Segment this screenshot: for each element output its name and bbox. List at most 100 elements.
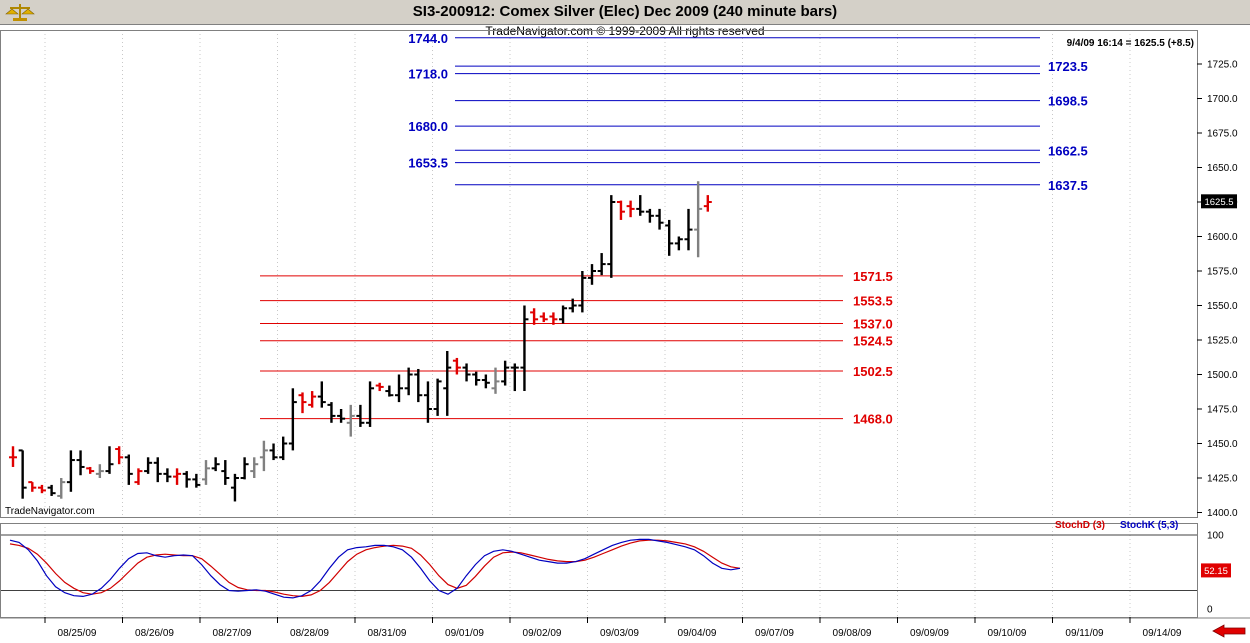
ohlc-bar (510, 363, 519, 392)
ohlc-bar (308, 391, 317, 408)
ohlc-bar (462, 363, 471, 382)
ohlc-bar (105, 446, 114, 474)
red-level-label: 1537.0 (853, 316, 893, 331)
ohlc-bar (385, 385, 394, 397)
ohlc-bar (86, 466, 95, 474)
date-tick-label: 09/11/09 (1065, 628, 1104, 639)
ohlc-bar (655, 208, 664, 230)
ohlc-bar (578, 271, 587, 313)
ohlc-bar (95, 464, 104, 478)
ohlc-bar (539, 312, 548, 323)
date-tick-label: 08/31/09 (368, 628, 407, 639)
date-tick-label: 09/08/09 (833, 628, 872, 639)
price-tick-label: 1700.0 (1207, 94, 1238, 105)
ohlc-bar (288, 388, 297, 451)
ohlc-bar (665, 219, 674, 256)
price-tick-label: 1400.0 (1207, 508, 1238, 519)
ohlc-bar (520, 305, 529, 392)
price-panel-frame (0, 30, 1198, 518)
price-tick-label: 1600.0 (1207, 232, 1238, 243)
ohlc-bar (433, 378, 442, 416)
last-price-label: 1625.5 (1204, 197, 1233, 208)
ohlc-bar (645, 208, 654, 223)
stoch-tick-label: 100 (1207, 531, 1224, 542)
ohlc-bar (57, 478, 66, 499)
price-readout: 9/4/09 16:14 = 1625.5 (+8.5) (1066, 38, 1194, 49)
ohlc-bar (259, 440, 268, 472)
ohlc-bar (452, 357, 461, 375)
ohlc-bar (703, 195, 712, 212)
blue-level-label: 1718.0 (408, 67, 448, 82)
last-price-tag (1201, 194, 1237, 209)
date-tick-label: 09/07/09 (755, 628, 794, 639)
ohlc-bar (481, 374, 490, 389)
blue-level-label: 1662.5 (1048, 143, 1088, 158)
ohlc-bar (423, 381, 432, 423)
price-tick-label: 1450.0 (1207, 439, 1238, 450)
date-tick-label: 09/02/09 (523, 628, 562, 639)
price-tick-label: 1675.0 (1207, 129, 1238, 140)
ohlc-bar (674, 236, 683, 251)
ohlc-bar (443, 351, 452, 416)
ohlc-bar (501, 360, 510, 386)
red-left-arrow-icon[interactable] (1212, 624, 1246, 638)
ohlc-bar (317, 381, 326, 408)
ohlc-bar (230, 473, 239, 502)
stoch-d-line (9, 539, 741, 598)
price-tick-label: 1475.0 (1207, 405, 1238, 416)
red-level-label: 1468.0 (853, 412, 893, 427)
ohlc-bar (530, 308, 539, 325)
ohlc-bar (472, 371, 481, 386)
ohlc-bar (124, 454, 133, 485)
ohlc-bar (414, 368, 423, 403)
price-tick-label: 1525.0 (1207, 336, 1238, 347)
ohlc-bar (66, 450, 75, 492)
stoch-last-label: 52.15 (1204, 566, 1228, 577)
ohlc-bar (636, 195, 645, 216)
ohlc-bar (28, 481, 37, 492)
ohlc-bar (298, 392, 307, 414)
ohlc-bar (549, 312, 558, 325)
ohlc-bar (616, 200, 625, 220)
date-tick-label: 09/14/09 (1143, 628, 1182, 639)
ohlc-bar (221, 460, 230, 485)
ohlc-bar (626, 200, 635, 218)
price-tick-label: 1500.0 (1207, 370, 1238, 381)
price-tick-label: 1725.0 (1207, 60, 1238, 71)
ohlc-bar (395, 374, 403, 403)
date-tick-label: 09/10/09 (988, 628, 1027, 639)
stoch-last-tag (1201, 563, 1231, 578)
ohlc-bar (47, 484, 56, 496)
date-tick-label: 09/03/09 (600, 628, 639, 639)
ohlc-bar (240, 457, 249, 480)
stoch-panel-frame (0, 523, 1198, 618)
ohlc-bar (588, 264, 596, 285)
price-tick-label: 1650.0 (1207, 163, 1238, 174)
red-level-label: 1524.5 (853, 334, 893, 349)
ohlc-bar (356, 404, 365, 427)
blue-level-label: 1744.0 (408, 31, 448, 46)
date-tick-label: 08/28/09 (290, 628, 329, 639)
ohlc-bar (279, 436, 288, 461)
blue-level-label: 1723.5 (1048, 59, 1088, 74)
blue-level-label: 1637.5 (1048, 178, 1088, 193)
ohlc-bar (366, 381, 375, 427)
date-tick-label: 08/25/09 (58, 628, 97, 639)
stoch-k-line (9, 538, 741, 599)
ohlc-bar (182, 471, 191, 488)
gold-scale-icon (5, 4, 35, 21)
ohlc-bar (153, 457, 162, 483)
ohlc-bar (250, 457, 259, 478)
ohlc-bar (269, 443, 278, 461)
ohlc-bar (37, 484, 46, 494)
ohlc-bar (9, 446, 17, 467)
blue-level-label: 1653.5 (408, 156, 448, 171)
date-tick-label: 09/09/09 (910, 628, 949, 639)
ohlc-bar (607, 195, 616, 278)
stoch-tick-label: 0 (1207, 605, 1213, 616)
ohlc-bar (327, 402, 336, 423)
price-tick-label: 1550.0 (1207, 301, 1238, 312)
title-bar: SI3-200912: Comex Silver (Elec) Dec 2009… (0, 0, 1250, 25)
ohlc-bar (404, 367, 413, 396)
